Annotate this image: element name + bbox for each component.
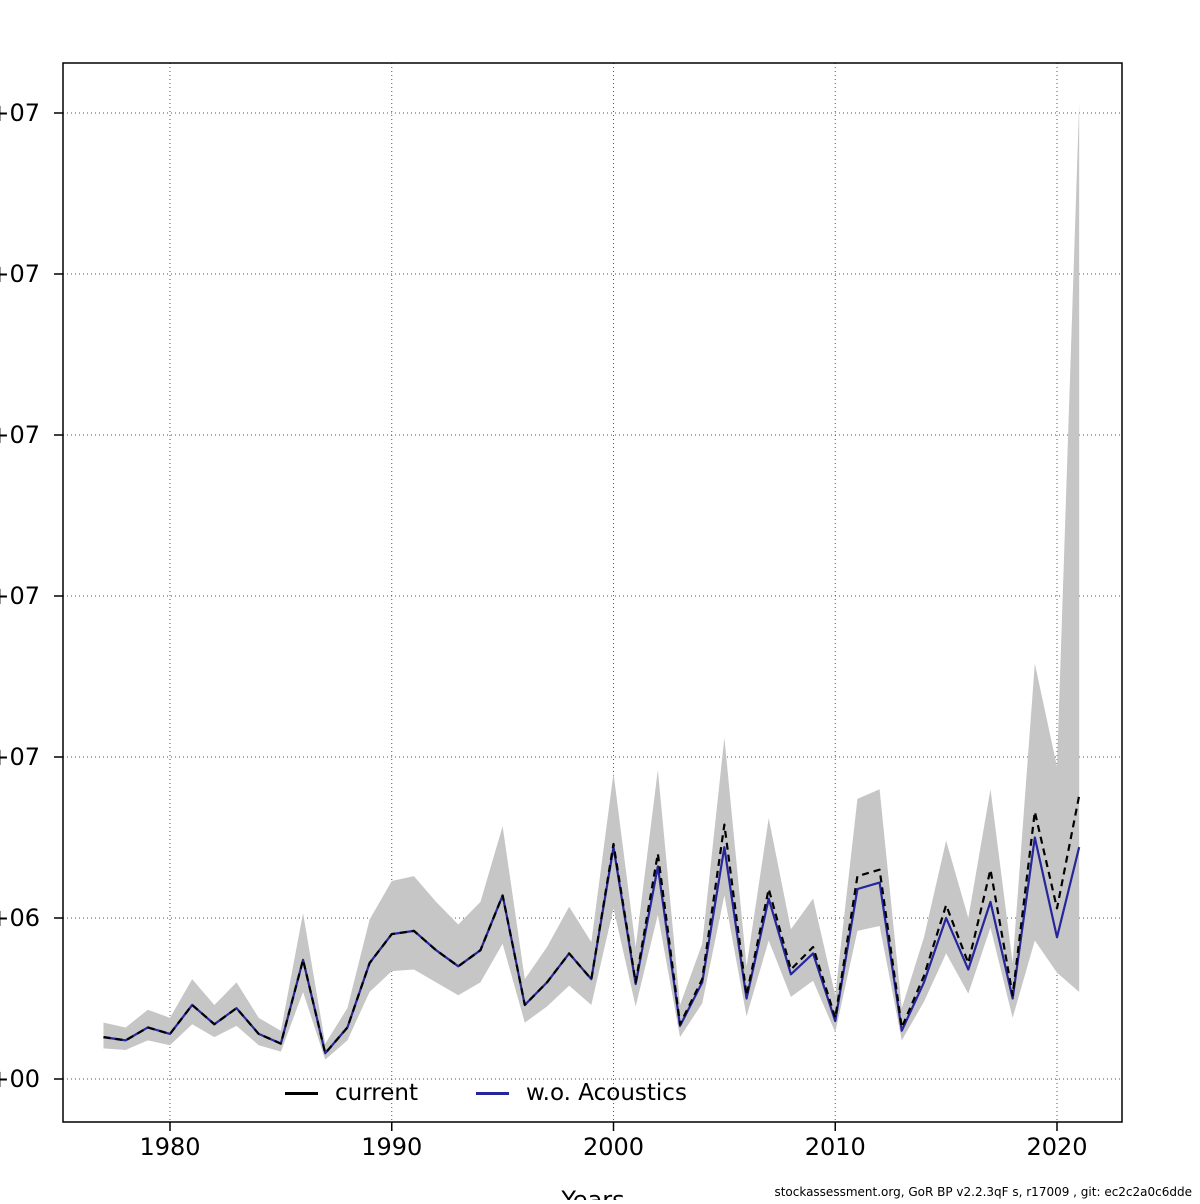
x-tick-label: 1990 bbox=[361, 1133, 422, 1161]
chart-legend: current w.o. Acoustics bbox=[285, 1080, 687, 1106]
confidence-band bbox=[103, 103, 1080, 1060]
axes: 1980 1990 2000 2010 2020 +00 +06 +07 +07 +07 +07 +0… bbox=[0, 99, 1088, 1161]
x-tick-label: 2010 bbox=[805, 1133, 866, 1161]
x-tick-label: 2000 bbox=[583, 1133, 644, 1161]
plot-border bbox=[62, 62, 1123, 1123]
y-tick-label: +07 bbox=[0, 260, 40, 288]
source-caption: stockassessment.org, GoR BP v2.2.3qF s, … bbox=[774, 1185, 1192, 1199]
y-tick-label: +07 bbox=[0, 421, 40, 449]
y-tick-label: +06 bbox=[0, 904, 40, 932]
x-tick-label: 2020 bbox=[1026, 1133, 1087, 1161]
y-tick-label: +07 bbox=[0, 99, 40, 127]
legend-item-current: current bbox=[285, 1080, 418, 1106]
gridlines bbox=[63, 63, 1122, 1122]
legend-label-current: current bbox=[335, 1080, 418, 1106]
y-tick-label: +00 bbox=[0, 1065, 40, 1093]
current-line-swatch bbox=[285, 1091, 318, 1095]
legend-item-wo-acoustics: w.o. Acoustics bbox=[475, 1080, 687, 1106]
y-tick-label: +07 bbox=[0, 743, 40, 771]
legend-label-wo-acoustics: w.o. Acoustics bbox=[525, 1080, 687, 1106]
x-tick-label: 1980 bbox=[139, 1133, 200, 1161]
y-tick-label: +07 bbox=[0, 582, 40, 610]
wo-acoustics-line-swatch bbox=[475, 1091, 509, 1095]
series-line-current bbox=[103, 795, 1081, 1055]
x-axis-title: Years bbox=[561, 1186, 625, 1200]
